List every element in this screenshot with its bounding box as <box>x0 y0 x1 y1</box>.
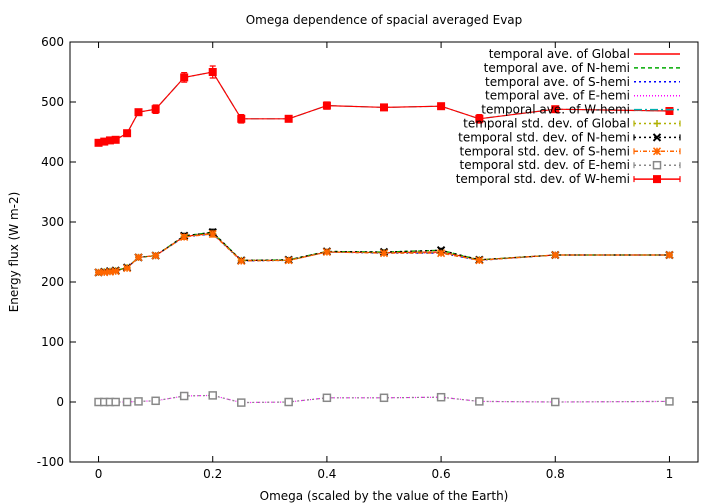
data-point <box>437 249 446 258</box>
data-point <box>475 256 484 265</box>
legend-entry-8: temporal std. dev. of E-hemi <box>460 158 681 172</box>
data-point <box>665 397 674 406</box>
x-axis-label: Omega (scaled by the value of the Earth) <box>260 489 509 503</box>
data-point <box>180 73 189 82</box>
legend-label: temporal std. dev. of Global <box>463 117 630 131</box>
legend-label: temporal ave. of S-hemi <box>485 75 630 89</box>
legend-label: temporal std. dev. of S-hemi <box>459 144 630 158</box>
y-tick-label: 200 <box>41 275 64 289</box>
data-point <box>379 393 389 403</box>
legend-entry-7: temporal std. dev. of S-hemi <box>459 144 681 158</box>
data-point <box>208 229 217 239</box>
x-tick-label: 1 <box>666 467 674 481</box>
legend-label: temporal ave. of N-hemi <box>484 61 630 75</box>
data-point <box>180 232 189 242</box>
legend-label: temporal ave. of Global <box>489 47 630 61</box>
data-point <box>111 267 120 276</box>
data-point <box>111 397 120 407</box>
legend-entry-0: temporal ave. of Global <box>489 47 680 61</box>
legend-marker <box>653 175 661 184</box>
legend-marker <box>652 160 662 170</box>
axes: -100 0 100 200 300 400 500 600 0 0.2 0.4 0.6 0.8 1 <box>37 35 698 481</box>
data-point <box>322 393 332 403</box>
legend-entry-3: temporal ave. of E-hemi <box>485 89 680 103</box>
legend-label: temporal ave. of E-hemi <box>485 89 630 103</box>
data-point <box>208 391 217 400</box>
legend-entry-6: temporal std. dev. of N-hemi <box>458 130 681 144</box>
data-point <box>134 397 143 406</box>
legend-entry-9: temporal std. dev. of W-hemi <box>456 172 681 186</box>
data-point <box>380 103 388 112</box>
data-point <box>284 114 293 123</box>
data-point <box>436 392 446 402</box>
legend-marker <box>652 133 662 142</box>
y-axis-label: Energy flux (W m-2) <box>7 192 21 313</box>
legend-label: temporal std. dev. of E-hemi <box>460 158 630 172</box>
data-point <box>551 250 560 260</box>
y-tick-label: 400 <box>41 155 64 169</box>
series-7 <box>94 229 674 277</box>
series-8 <box>94 391 674 407</box>
data-point <box>475 397 484 406</box>
data-point <box>123 129 132 138</box>
data-point <box>179 391 189 401</box>
data-point <box>284 397 293 407</box>
x-tick-label: 0.8 <box>546 467 565 481</box>
data-point <box>322 247 331 257</box>
data-point <box>237 398 246 407</box>
data-point <box>237 256 246 266</box>
data-point <box>151 251 160 260</box>
data-point <box>151 396 160 406</box>
legend-entry-2: temporal ave. of S-hemi <box>485 75 680 89</box>
y-tick-label: 300 <box>41 215 64 229</box>
data-point <box>284 256 293 265</box>
data-point <box>134 108 143 117</box>
legend-marker <box>653 120 661 127</box>
data-point <box>105 267 114 276</box>
legend-label: temporal std. dev. of W-hemi <box>456 172 630 186</box>
data-point <box>475 114 484 123</box>
y-tick-label: 100 <box>41 335 64 349</box>
x-tick-label: 0.4 <box>317 467 336 481</box>
data-point <box>151 105 160 114</box>
data-point <box>100 268 109 277</box>
y-tick-label: 0 <box>56 395 64 409</box>
data-point <box>237 114 246 123</box>
plot-frame <box>69 41 699 463</box>
legend-entry-5: temporal std. dev. of Global <box>463 117 681 131</box>
x-tick-label: 0.2 <box>203 467 222 481</box>
data-point <box>111 135 120 144</box>
legend-label: temporal std. dev. of N-hemi <box>458 130 630 144</box>
y-tick-label: -100 <box>37 455 64 469</box>
legend-label: temporal ave. of W-hemi <box>481 103 630 117</box>
x-tick-label: 0 <box>95 467 103 481</box>
data-point <box>551 105 560 114</box>
data-point <box>123 264 132 273</box>
data-point <box>122 397 132 407</box>
y-tick-label: 500 <box>41 95 64 109</box>
legend-marker <box>652 147 662 156</box>
legend-entry-4: temporal ave. of W-hemi <box>481 103 680 117</box>
data-point <box>322 101 331 110</box>
data-point <box>551 397 560 407</box>
legend-entry-1: temporal ave. of N-hemi <box>484 61 680 75</box>
data-point <box>665 107 674 115</box>
data-point <box>94 268 103 277</box>
x-tick-label: 0.6 <box>432 467 451 481</box>
data-point <box>208 68 217 76</box>
chart-title: Omega dependence of spacial averaged Eva… <box>246 13 523 27</box>
data-point <box>379 249 389 258</box>
data-point <box>134 253 143 262</box>
series-9 <box>94 65 674 147</box>
series-layer <box>94 65 674 407</box>
data-point <box>437 102 446 111</box>
y-tick-label: 600 <box>41 35 64 49</box>
data-point <box>665 250 674 260</box>
